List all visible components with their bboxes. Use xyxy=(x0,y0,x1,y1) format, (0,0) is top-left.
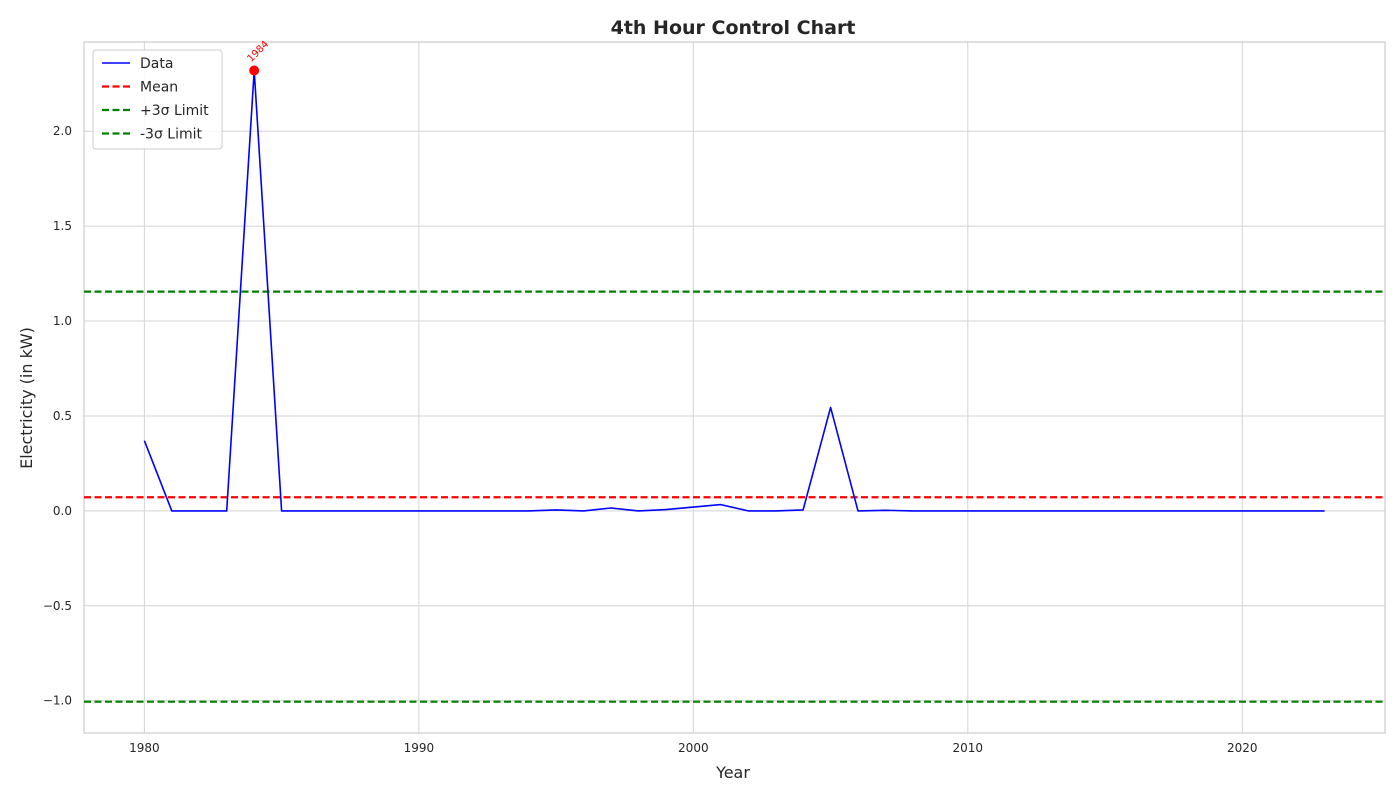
y-tick-label: −1.0 xyxy=(43,694,72,708)
y-tick-labels: −1.0 −0.5 0.0 0.5 1.0 1.5 2.0 xyxy=(43,124,72,708)
x-tick-label: 2010 xyxy=(953,741,984,755)
outlier-point xyxy=(249,65,260,76)
chart-title: 4th Hour Control Chart xyxy=(611,17,856,39)
data-series-line xyxy=(143,69,1325,512)
plot-frame xyxy=(83,41,1386,734)
x-tick-label: 2020 xyxy=(1227,741,1258,755)
y-tick-label: 1.5 xyxy=(53,219,72,233)
legend-box xyxy=(92,49,223,150)
y-tick-label: 0.5 xyxy=(53,409,72,423)
x-tick-label: 1980 xyxy=(129,741,160,755)
legend: Data Mean +3σ Limit -3σ Limit xyxy=(92,49,223,150)
y-axis-label: Electricity (in kW) xyxy=(17,327,36,469)
data-series xyxy=(143,69,1325,512)
y-tick-label: 2.0 xyxy=(53,124,72,138)
legend-label: Data xyxy=(140,56,173,72)
legend-label: Mean xyxy=(140,80,178,96)
y-tick-label: 1.0 xyxy=(53,314,72,328)
legend-label: -3σ Limit xyxy=(140,127,202,143)
control-limit-lines xyxy=(84,290,1385,703)
x-tick-label: 2000 xyxy=(678,741,709,755)
x-tick-labels: 1980 1990 2000 2010 2020 xyxy=(129,741,1257,755)
legend-label: +3σ Limit xyxy=(140,103,209,119)
x-tick-label: 1990 xyxy=(404,741,435,755)
x-axis-label: Year xyxy=(715,763,750,782)
y-tick-label: 0.0 xyxy=(53,504,72,518)
y-tick-label: −0.5 xyxy=(43,599,72,613)
